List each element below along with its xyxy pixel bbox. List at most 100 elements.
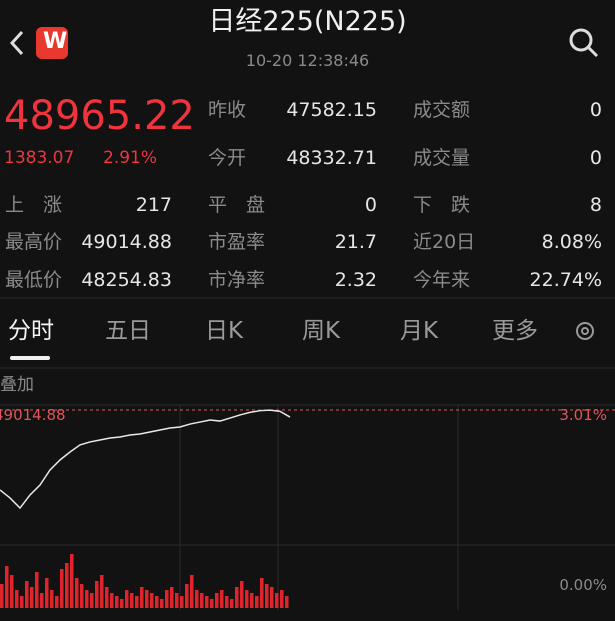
volume-bar — [195, 590, 199, 608]
settings-icon[interactable] — [576, 322, 594, 340]
app-icon-text: W — [43, 29, 68, 54]
volume-bar — [185, 584, 189, 608]
tab[interactable]: 月K — [400, 318, 439, 344]
stat-value: 0 — [589, 99, 602, 121]
volume-bar — [0, 584, 4, 608]
volume-bar — [90, 593, 94, 608]
volume-bar — [260, 578, 264, 608]
volume-bar — [215, 593, 219, 608]
volume-bar — [265, 584, 269, 608]
volume-bar — [10, 575, 14, 608]
volume-bar — [170, 587, 174, 608]
volume-bar — [280, 590, 284, 608]
stat-value: 8.08% — [541, 231, 602, 253]
back-arrow[interactable] — [9, 30, 24, 56]
title: 日经225(N225) — [208, 6, 407, 37]
stat-value: 8 — [589, 194, 602, 216]
stat-label: 成交量 — [413, 147, 471, 169]
tab[interactable]: 更多 — [492, 318, 538, 344]
volume-pct: 0.00% — [559, 576, 607, 594]
volume-bar — [20, 596, 24, 608]
price: 48965.22 — [4, 93, 195, 139]
volume-bar — [140, 587, 144, 608]
volume-bar — [120, 599, 124, 608]
volume-bar — [40, 593, 44, 608]
high-label: 49014.88 — [0, 406, 66, 424]
stat-label: 最低价 — [5, 269, 63, 291]
stat-label: 近20日 — [413, 231, 476, 253]
stat-label: 今年来 — [413, 269, 471, 291]
volume-bar — [65, 563, 69, 608]
volume-bar — [80, 584, 84, 608]
volume-bar — [235, 587, 239, 608]
volume-bar — [240, 581, 244, 608]
volume-bar — [160, 599, 164, 608]
volume-bar — [85, 590, 89, 608]
search-icon[interactable] — [569, 28, 593, 52]
volume-bar — [205, 596, 209, 608]
change-pct: 2.91% — [103, 148, 158, 168]
overlay-label[interactable]: 叠加 — [0, 375, 34, 395]
volume-bar — [155, 596, 159, 608]
high-pct: 3.01% — [559, 406, 607, 424]
volume-bar — [70, 554, 74, 608]
volume-bar — [50, 590, 54, 608]
volume-bar — [165, 590, 169, 608]
stat-label: 今开 — [208, 147, 247, 169]
price-line — [0, 409, 291, 510]
volume-bar — [230, 599, 234, 608]
volume-bar — [25, 581, 29, 608]
stat-label: 成交额 — [413, 99, 471, 121]
intraday-chart — [0, 404, 615, 610]
volume-bar — [45, 578, 49, 608]
stat-value: 48254.83 — [81, 269, 172, 291]
volume-bar — [135, 596, 139, 608]
stat-value: 21.7 — [334, 231, 377, 253]
stat-value: 22.74% — [529, 269, 602, 291]
volume-bar — [75, 578, 79, 608]
volume-bar — [130, 593, 134, 608]
stat-label: 上 涨 — [5, 194, 63, 216]
stat-label: 下 跌 — [413, 194, 471, 216]
volume-bar — [210, 599, 214, 608]
volume-bar — [225, 596, 229, 608]
stat-value: 48332.71 — [286, 147, 377, 169]
volume-bar — [270, 587, 274, 608]
volume-bar — [95, 581, 99, 608]
tab[interactable]: 分时 — [8, 318, 54, 344]
volume-bar — [15, 590, 19, 608]
volume-bar — [220, 590, 224, 608]
volume-bar — [145, 590, 149, 608]
app-icon[interactable] — [36, 27, 68, 59]
stat-label: 市盈率 — [208, 231, 266, 253]
stat-label: 市净率 — [208, 269, 266, 291]
search-handle — [586, 45, 599, 58]
volume-bar — [150, 593, 154, 608]
volume-bar — [245, 590, 249, 608]
volume-bar — [180, 596, 184, 608]
volume-bar — [250, 593, 254, 608]
volume-bar — [200, 593, 204, 608]
volume-bar — [190, 575, 194, 608]
stat-value: 2.32 — [334, 269, 377, 291]
settings-icon-center — [581, 327, 589, 335]
volume-bar — [5, 566, 9, 608]
stat-value: 49014.88 — [81, 231, 172, 253]
timestamp: 10-20 12:38:46 — [245, 51, 370, 70]
stat-value: 217 — [135, 194, 172, 216]
change: 1383.07 — [4, 148, 75, 168]
stat-label: 昨收 — [208, 99, 247, 121]
stat-label: 最高价 — [5, 231, 63, 253]
volume-bar — [105, 587, 109, 608]
volume-bar — [115, 596, 119, 608]
tab[interactable]: 日K — [205, 318, 244, 344]
volume-bar — [110, 593, 114, 608]
tab[interactable]: 周K — [302, 318, 341, 344]
volume-bar — [55, 596, 59, 608]
volume-bar — [35, 572, 39, 608]
tab[interactable]: 五日 — [105, 318, 151, 344]
volume-bar — [175, 593, 179, 608]
volume-bar — [275, 593, 279, 608]
